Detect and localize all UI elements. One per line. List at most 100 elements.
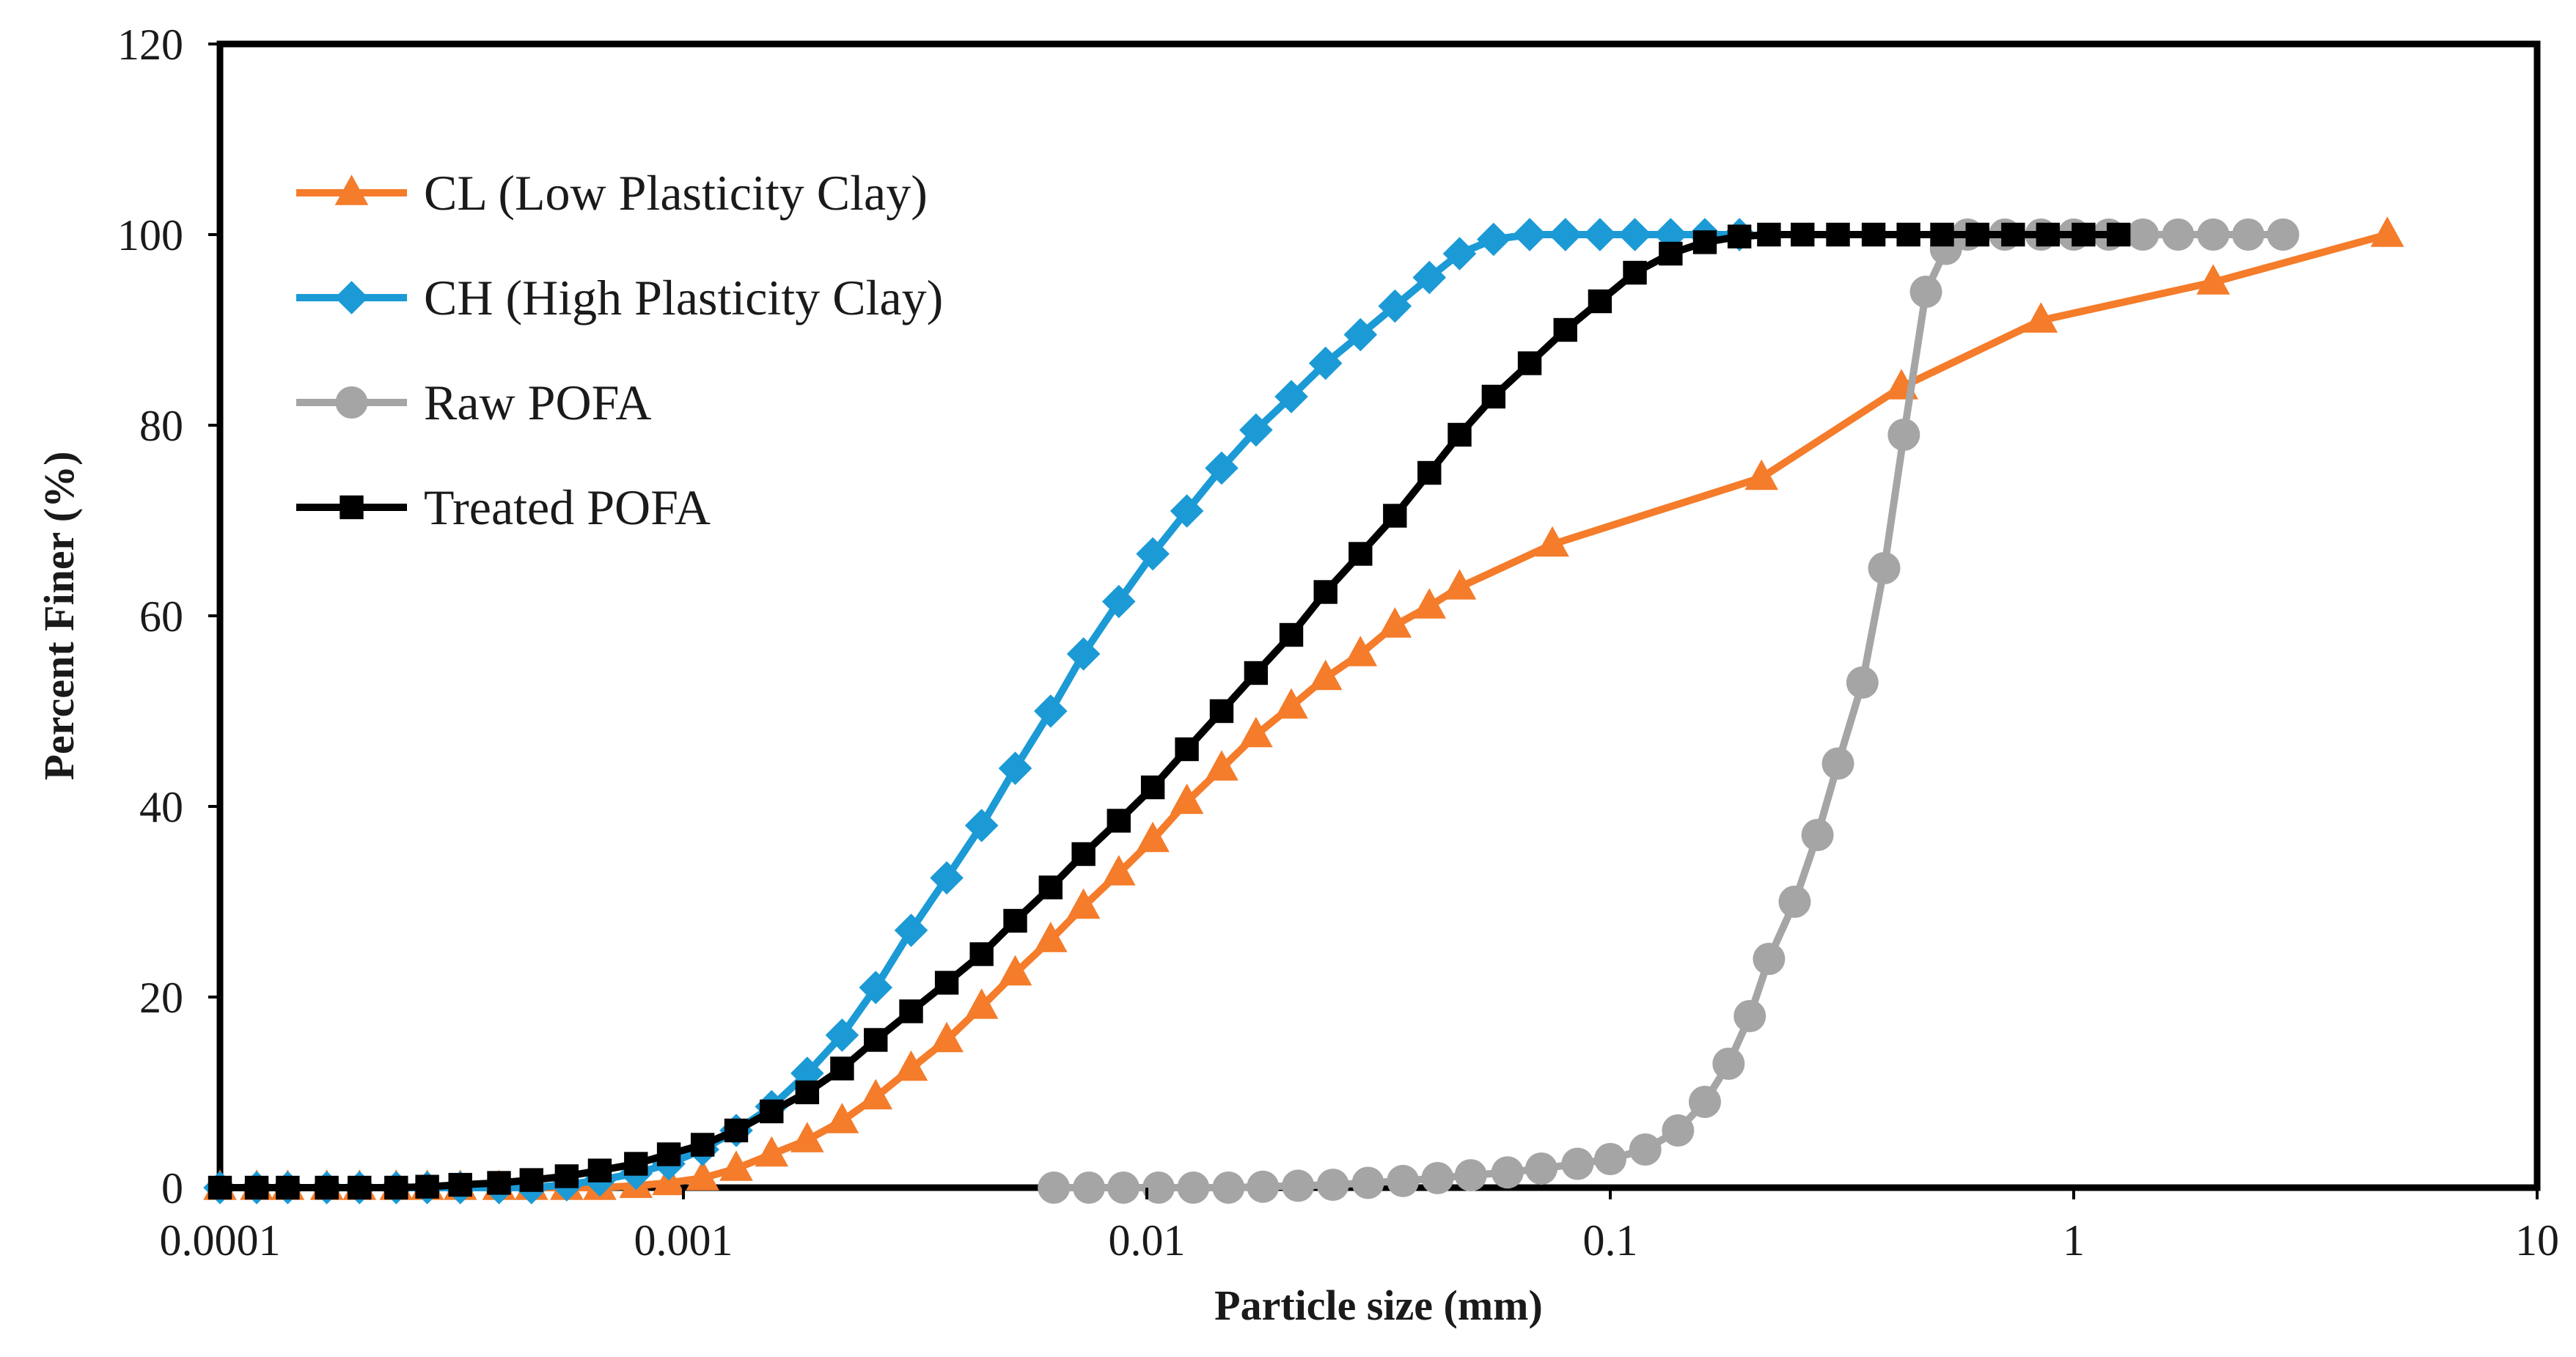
legend-label: CH (High Plasticity Clay) (424, 270, 943, 326)
x-tick-label: 0.0001 (160, 1216, 281, 1265)
data-point-treated-pofa (554, 1164, 579, 1188)
legend-entry-ch-high-plasticity-clay: CH (High Plasticity Clay) (296, 270, 943, 326)
data-point-treated-pofa (448, 1172, 472, 1197)
x-axis-title: Particle size (mm) (1214, 1281, 1543, 1329)
y-tick-label: 40 (139, 783, 183, 831)
data-point-raw-pofa (1212, 1172, 1245, 1204)
data-point-treated-pofa (384, 1175, 408, 1200)
data-point-treated-pofa (724, 1118, 749, 1143)
data-point-ch-high-plasticity-clay (1101, 584, 1136, 619)
data-point-raw-pofa (1142, 1172, 1175, 1204)
data-point-ch-high-plasticity-clay (1066, 637, 1101, 671)
data-point-ch-high-plasticity-clay (964, 809, 999, 842)
data-point-ch-high-plasticity-clay (1548, 218, 1582, 251)
data-point-ch-high-plasticity-clay (998, 751, 1032, 785)
data-point-ch-high-plasticity-clay (1136, 537, 1170, 571)
data-point-raw-pofa (1753, 943, 1786, 975)
data-point-treated-pofa (2072, 222, 2096, 247)
data-point-raw-pofa (2162, 218, 2195, 251)
data-point-raw-pofa (1177, 1172, 1210, 1204)
data-point-cl-low-plasticity-clay (1136, 821, 1170, 853)
data-point-ch-high-plasticity-clay (1583, 218, 1617, 251)
data-point-ch-high-plasticity-clay (1170, 494, 1204, 528)
data-point-raw-pofa (2231, 218, 2264, 251)
legend-label: CL (Low Plasticity Clay) (424, 165, 928, 221)
data-point-treated-pofa (1623, 260, 1647, 285)
legend-entry-cl-low-plasticity-clay: CL (Low Plasticity Clay) (296, 165, 928, 221)
data-point-treated-pofa (1313, 580, 1337, 604)
data-point-raw-pofa (1821, 747, 1854, 780)
data-point-raw-pofa (1421, 1162, 1454, 1194)
data-point-treated-pofa (934, 971, 959, 995)
data-point-raw-pofa (2267, 218, 2300, 251)
series-treated-pofa (208, 222, 2131, 1200)
data-point-raw-pofa (1662, 1114, 1695, 1147)
x-tick-label: 0.001 (634, 1216, 733, 1265)
data-point-treated-pofa (348, 1175, 372, 1200)
data-point-ch-high-plasticity-clay (930, 861, 964, 895)
legend-marker (334, 281, 369, 315)
legend-marker (334, 174, 369, 205)
x-tick-label: 0.1 (1583, 1216, 1638, 1265)
data-point-treated-pofa (1140, 775, 1165, 800)
data-point-treated-pofa (1244, 661, 1269, 685)
y-tick-label: 100 (117, 211, 183, 260)
data-point-treated-pofa (487, 1171, 511, 1195)
data-point-cl-low-plasticity-clay (1343, 636, 1378, 666)
data-point-treated-pofa (864, 1028, 888, 1052)
data-point-cl-low-plasticity-clay (930, 1021, 964, 1053)
series-line-raw-pofa (1050, 231, 2287, 1191)
data-point-raw-pofa (1909, 276, 1942, 308)
data-point-raw-pofa (1351, 1166, 1384, 1199)
data-point-cl-low-plasticity-clay (1412, 588, 1447, 619)
data-point-treated-pofa (656, 1142, 681, 1166)
data-point-treated-pofa (1481, 384, 1506, 409)
data-point-raw-pofa (1387, 1164, 1420, 1197)
legend: CL (Low Plasticity Clay) CH (High Plastic… (296, 165, 943, 535)
data-point-cl-low-plasticity-clay (1378, 607, 1412, 638)
data-point-raw-pofa (1282, 1169, 1315, 1202)
data-point-treated-pofa (1447, 422, 1472, 447)
legend-marker (340, 495, 364, 520)
data-point-ch-high-plasticity-clay (1033, 694, 1068, 728)
data-point-treated-pofa (795, 1080, 820, 1105)
data-point-treated-pofa (519, 1168, 543, 1192)
data-point-raw-pofa (1846, 666, 1879, 699)
data-point-treated-pofa (1965, 222, 1989, 247)
data-point-cl-low-plasticity-clay (686, 1160, 719, 1191)
data-point-cl-low-plasticity-clay (964, 988, 999, 1019)
data-point-treated-pofa (244, 1175, 269, 1200)
data-point-ch-high-plasticity-clay (894, 913, 928, 947)
data-point-ch-high-plasticity-clay (1442, 237, 1477, 271)
data-point-treated-pofa (276, 1175, 300, 1200)
data-point-treated-pofa (1588, 289, 1612, 314)
data-point-cl-low-plasticity-clay (1744, 459, 1779, 490)
y-tick-label: 120 (117, 21, 183, 69)
data-point-raw-pofa (1038, 1172, 1071, 1204)
data-point-raw-pofa (1733, 1000, 1766, 1032)
data-point-raw-pofa (1629, 1133, 1662, 1166)
data-point-cl-low-plasticity-clay (1170, 783, 1204, 814)
y-tick-label: 80 (139, 402, 183, 450)
data-point-treated-pofa (1553, 317, 1577, 342)
data-point-raw-pofa (1561, 1147, 1594, 1180)
data-point-raw-pofa (1247, 1170, 1280, 1203)
x-tick-label: 10 (2515, 1216, 2559, 1265)
data-point-treated-pofa (2107, 222, 2131, 247)
data-point-treated-pofa (1826, 222, 1850, 247)
data-point-raw-pofa (1778, 886, 1811, 918)
data-point-ch-high-plasticity-clay (1343, 317, 1378, 352)
data-point-raw-pofa (1491, 1156, 1524, 1189)
data-point-ch-high-plasticity-clay (1412, 260, 1447, 295)
data-point-treated-pofa (1107, 809, 1131, 833)
data-point-treated-pofa (1209, 699, 1234, 724)
data-point-treated-pofa (1383, 504, 1407, 528)
data-point-cl-low-plasticity-clay (1239, 716, 1273, 748)
data-point-treated-pofa (1791, 222, 1815, 247)
data-point-treated-pofa (1659, 241, 1683, 266)
data-point-cl-low-plasticity-clay (1308, 659, 1343, 691)
data-point-treated-pofa (969, 942, 994, 966)
